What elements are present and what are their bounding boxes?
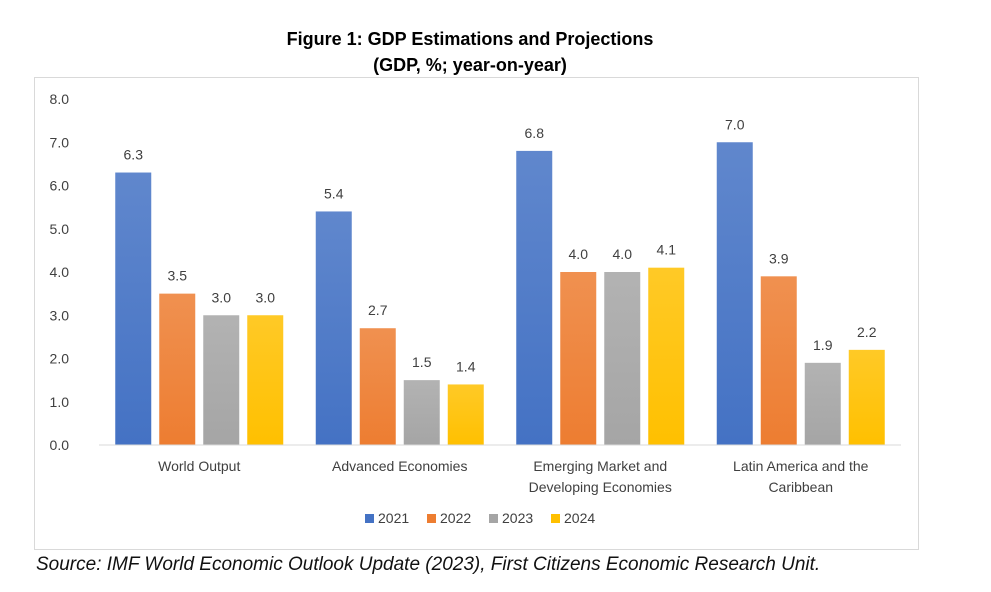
gdp-bar-chart: 0.0 1.0 2.0 3.0 4.0 5.0 6.0 7.0 8.0 6.3 3.5 3.0 3.0 W…: [50, 91, 901, 526]
data-label: 4.0: [613, 246, 633, 262]
source-note: Source: IMF World Economic Outlook Updat…: [36, 554, 821, 575]
data-label: 2.7: [368, 302, 388, 318]
data-label: 6.3: [124, 147, 144, 163]
chart-frame: 0.0 1.0 2.0 3.0 4.0 5.0 6.0 7.0 8.0 6.3 3.5 3.0 3.0 W…: [34, 77, 919, 550]
bar-2024: [247, 315, 284, 445]
category-label: Advanced Economies: [332, 458, 467, 474]
bar-2021: [315, 211, 352, 445]
bar-2023: [403, 380, 440, 445]
data-label: 3.5: [168, 268, 188, 284]
data-label: 3.0: [256, 289, 276, 305]
y-tick-label: 6.0: [50, 178, 70, 194]
bar-2024: [648, 267, 685, 445]
data-label: 2.2: [857, 324, 877, 340]
data-label: 7.0: [725, 116, 745, 132]
y-tick-label: 8.0: [50, 91, 70, 107]
data-label: 5.4: [324, 185, 344, 201]
y-tick-label: 4.0: [50, 264, 70, 280]
category-label: Caribbean: [768, 479, 833, 495]
y-tick-label: 0.0: [50, 437, 70, 453]
bar-2022: [560, 272, 597, 445]
legend-label-2022: 2022: [440, 510, 471, 526]
chart-title: Figure 1: GDP Estimations and Projection…: [286, 29, 654, 49]
data-label: 6.8: [525, 125, 545, 141]
data-label: 3.9: [769, 250, 789, 266]
bar-2022: [159, 293, 196, 445]
bar-2024: [447, 384, 484, 445]
y-tick-label: 2.0: [50, 351, 70, 367]
legend-label-2024: 2024: [564, 510, 595, 526]
legend-swatch-2022: [427, 514, 436, 523]
data-label: 1.9: [813, 337, 833, 353]
bar-2024: [848, 349, 885, 445]
y-tick-label: 7.0: [50, 134, 70, 150]
data-label: 4.0: [569, 246, 589, 262]
bar-2023: [203, 315, 240, 445]
chart-title-block: Figure 1: GDP Estimations and Projection…: [190, 26, 750, 78]
legend-swatch-2024: [551, 514, 560, 523]
chart-subtitle: (GDP, %; year-on-year): [373, 55, 567, 75]
legend-label-2023: 2023: [502, 510, 533, 526]
data-label: 1.5: [412, 354, 432, 370]
category-label: Developing Economies: [529, 479, 672, 495]
data-label: 3.0: [212, 289, 232, 305]
legend-swatch-2021: [365, 514, 374, 523]
data-label: 1.4: [456, 358, 476, 374]
legend-label-2021: 2021: [378, 510, 409, 526]
bar-2021: [716, 142, 753, 445]
y-tick-label: 3.0: [50, 307, 70, 323]
category-label: Emerging Market and: [533, 458, 667, 474]
bar-2022: [359, 328, 396, 445]
category-label: Latin America and the: [733, 458, 869, 474]
legend-swatch-2023: [489, 514, 498, 523]
y-tick-label: 1.0: [50, 394, 70, 410]
bar-2021: [115, 172, 152, 445]
data-label: 4.1: [657, 242, 677, 258]
category-label: World Output: [158, 458, 240, 474]
bar-2023: [804, 362, 841, 445]
y-tick-label: 5.0: [50, 221, 70, 237]
bar-2023: [604, 272, 641, 445]
bar-2021: [516, 150, 553, 445]
bar-2022: [760, 276, 797, 445]
